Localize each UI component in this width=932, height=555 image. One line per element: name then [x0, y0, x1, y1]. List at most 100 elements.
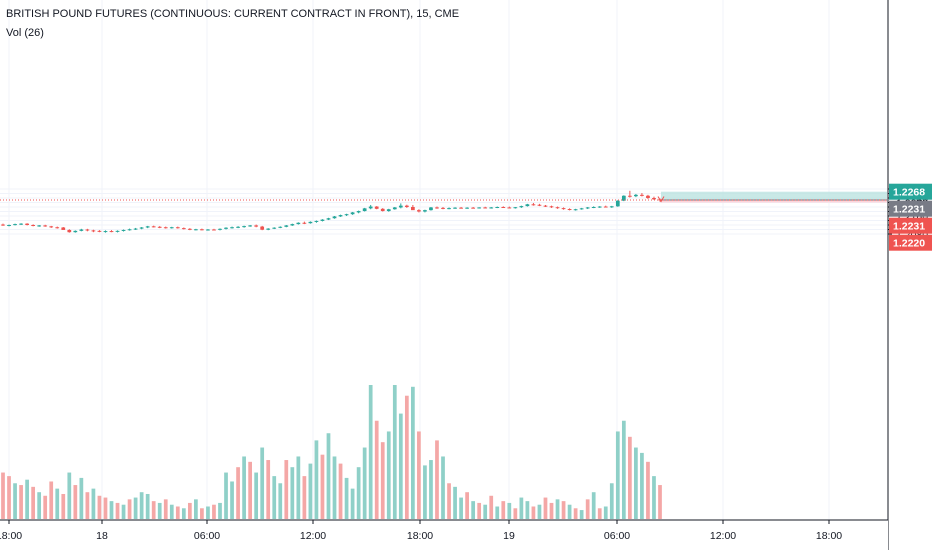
volume-bar	[91, 488, 96, 519]
volume-bar	[163, 499, 168, 519]
volume-indicator-label[interactable]: Vol (26)	[6, 27, 44, 39]
candle-body	[121, 229, 126, 231]
candle-body	[296, 222, 301, 225]
volume-bar	[85, 492, 90, 519]
volume-bar	[290, 467, 295, 519]
candle-body	[597, 206, 602, 208]
candle-body	[61, 227, 66, 230]
price-axis[interactable]: 1.22801.22601.22401.22201.22001.21801.21…	[887, 0, 932, 550]
candle-body	[157, 226, 162, 228]
candle-body	[417, 210, 421, 212]
volume-bar	[417, 431, 421, 519]
candle-body	[356, 211, 361, 213]
price-axis-bg	[888, 0, 932, 550]
volume-bar	[447, 483, 451, 519]
candle-body	[103, 231, 108, 233]
candle-body	[483, 207, 488, 209]
volume-bar	[206, 506, 210, 519]
arrow-down-icon	[657, 196, 665, 203]
volume-bar	[374, 420, 379, 519]
candle-body	[423, 210, 427, 212]
volume-bar	[266, 460, 271, 519]
volume-bar	[212, 504, 216, 519]
candle-body	[242, 226, 246, 228]
candle-body	[230, 227, 234, 229]
volume-bar	[646, 461, 650, 519]
candle-body	[169, 227, 174, 229]
time-axis[interactable]: 18:00 18 06:00 12:00 18:00 19 06:00 12:00 18:00	[0, 519, 888, 550]
candle-body	[151, 226, 156, 228]
candle-body	[362, 208, 367, 212]
candle-body	[627, 195, 632, 197]
volume-bar	[121, 504, 126, 519]
candle-body	[429, 207, 433, 211]
symbol-title[interactable]: BRITISH POUND FUTURES (CONTINUOUS: CURRE…	[6, 8, 460, 20]
candle-body	[308, 221, 313, 224]
volume-bar	[175, 506, 180, 519]
candle-body	[25, 223, 29, 225]
volume-bar	[55, 488, 60, 519]
volume-bar	[296, 456, 301, 519]
candle-body	[133, 228, 138, 230]
volume-bar	[423, 465, 427, 519]
position-profit-zone	[661, 191, 887, 201]
candle-body	[194, 229, 198, 231]
candle-body	[326, 218, 331, 220]
volume-bar	[368, 385, 373, 519]
candle-body	[139, 227, 144, 229]
volume-bar	[332, 456, 337, 519]
time-tick-label: 12:00	[300, 530, 326, 542]
volume-bar	[465, 492, 469, 519]
volume-bar	[302, 476, 307, 519]
candle-body	[561, 208, 566, 210]
candle-body	[519, 206, 524, 208]
candle-body	[266, 228, 271, 230]
volume-bar	[194, 499, 198, 519]
volume-bar	[109, 501, 114, 519]
volume-bar	[380, 442, 385, 519]
volume-bar	[658, 485, 662, 519]
candle-body	[543, 205, 548, 207]
candle-body	[495, 207, 500, 208]
candle-body	[441, 207, 445, 209]
candle-body	[314, 220, 319, 222]
volume-bar	[181, 508, 186, 519]
price-candles	[1, 190, 662, 233]
volume-bar	[97, 495, 102, 519]
volume-bar	[200, 508, 204, 519]
candle-body	[43, 225, 48, 227]
candle-body	[567, 209, 572, 211]
volume-bar	[169, 504, 174, 519]
volume-bar	[640, 452, 644, 519]
volume-bar	[507, 502, 512, 519]
volume-bar	[73, 485, 78, 519]
candle-body	[447, 208, 451, 210]
price-badge	[889, 183, 932, 200]
position-loss-zone	[661, 200, 887, 203]
volume-bar	[7, 476, 11, 519]
volume-bar	[133, 497, 138, 519]
volume-bar	[37, 492, 42, 519]
candle-body	[591, 207, 596, 208]
price-badge	[889, 200, 932, 217]
candle-body	[374, 206, 379, 209]
candle-body	[404, 205, 409, 207]
long-position-tool[interactable]	[657, 191, 887, 203]
volume-bar	[525, 501, 530, 519]
candle-body	[525, 204, 530, 207]
volume-bar	[25, 479, 29, 519]
candle-body	[127, 229, 132, 231]
candle-body	[477, 207, 482, 209]
volume-bar	[139, 492, 144, 519]
volume-bar	[344, 477, 349, 519]
candle-body	[200, 229, 204, 231]
candle-body	[549, 206, 554, 208]
candle-body	[79, 229, 84, 231]
candle-body	[97, 230, 102, 232]
candle-body	[603, 206, 608, 208]
volume-bar	[308, 463, 313, 519]
volume-bar	[1, 472, 5, 519]
time-tick-label: 19	[503, 530, 515, 542]
